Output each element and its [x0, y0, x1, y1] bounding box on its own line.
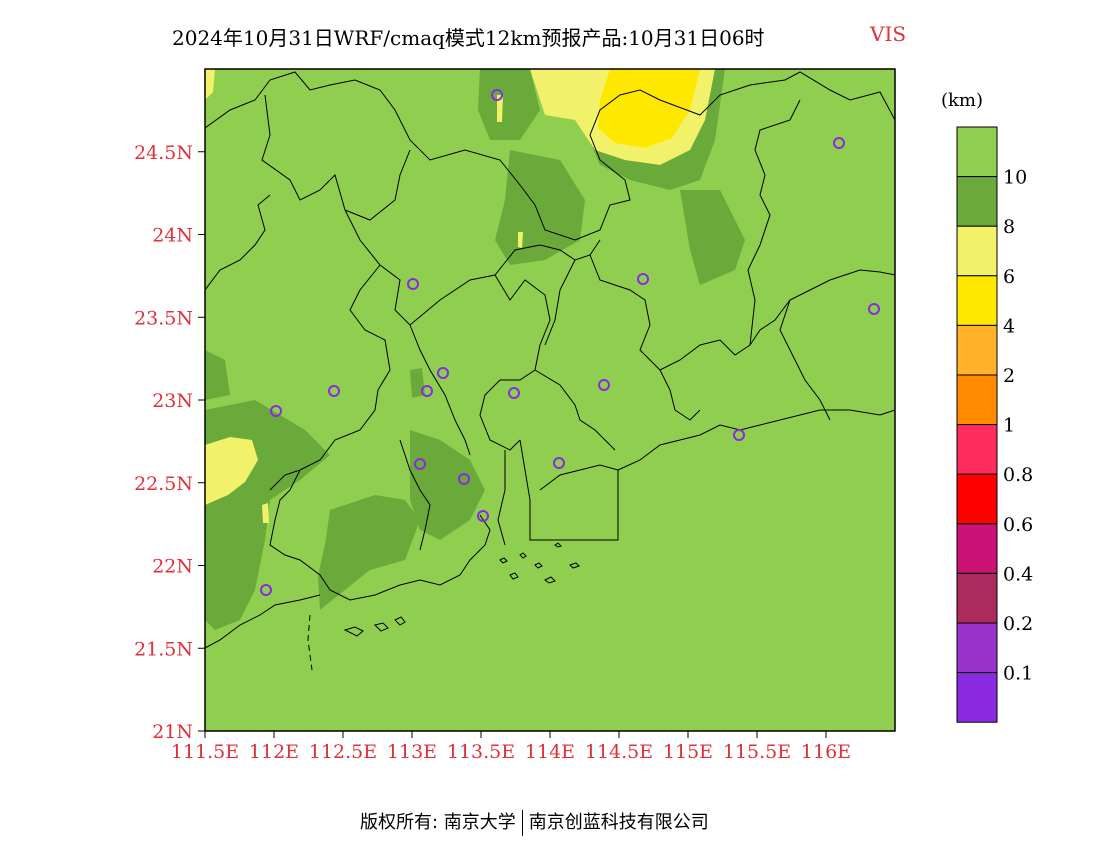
- legend-label: 10: [1003, 167, 1027, 189]
- zone-6-8-spot-b: [518, 232, 523, 248]
- lat-tick-label: 22.5N: [134, 473, 193, 495]
- station-marker: [833, 137, 845, 149]
- legend-swatch: [956, 622, 998, 674]
- legend-label: 2: [1003, 365, 1015, 387]
- station-marker: [328, 385, 340, 397]
- lon-tick-label: 112E: [249, 741, 299, 763]
- zone-6-8-west: [205, 437, 258, 505]
- longitude-axis: 111.5E 112E 112.5E 113E 113.5E 114E 114.5E 115E…: [171, 731, 851, 763]
- legend-swatch: [956, 324, 998, 376]
- station-marker: [260, 584, 272, 596]
- zone-6-8-spot-a: [497, 95, 503, 122]
- lat-tick-label: 22N: [152, 556, 193, 578]
- latitude-axis: 24.5N 24N 23.5N 23N 22.5N 22N 21.5N 21N: [134, 142, 205, 743]
- legend-label: 0.4: [1003, 563, 1033, 585]
- legend-swatch: [956, 225, 998, 277]
- copyright-footer: 版权所有: 南京大学 南京创蓝科技有限公司: [360, 808, 709, 836]
- admin-boundaries: [205, 71, 895, 671]
- station-marker: [270, 405, 282, 417]
- station-marker: [491, 89, 503, 101]
- legend-colorbar: 10 8 6 4 2 1 0.8 0.6 0.4 0.2 0.1: [956, 126, 1033, 723]
- lat-tick-label: 24N: [152, 225, 193, 247]
- station-marker: [868, 303, 880, 315]
- station-marker: [477, 510, 489, 522]
- zone-8-10-south: [318, 495, 420, 610]
- zone-8-10-northeast-east: [680, 190, 745, 285]
- station-marker: [508, 387, 520, 399]
- station-markers: [260, 89, 880, 596]
- zone-8-10-north: [478, 69, 540, 140]
- station-marker: [598, 379, 610, 391]
- footer-divider: [521, 810, 523, 836]
- lon-tick-label: 116E: [801, 741, 851, 763]
- legend-swatch: [956, 424, 998, 475]
- lon-tick-label: 115.5E: [723, 741, 791, 763]
- lat-tick-label: 21N: [152, 721, 193, 743]
- zone-6-8-spot-c: [262, 503, 269, 523]
- station-marker: [637, 273, 649, 285]
- lat-tick-label: 23.5N: [134, 307, 193, 329]
- zone-8-10-west: [205, 350, 230, 400]
- station-marker: [437, 367, 449, 379]
- visibility-field: [205, 69, 895, 731]
- lon-tick-label: 115E: [663, 741, 713, 763]
- station-marker: [733, 429, 745, 441]
- station-marker: [458, 473, 470, 485]
- legend-label: 0.2: [1003, 613, 1033, 635]
- station-marker: [553, 457, 565, 469]
- station-marker: [407, 278, 419, 290]
- lat-tick-label: 23N: [152, 390, 193, 412]
- station-marker: [414, 458, 426, 470]
- legend-label: 1: [1003, 415, 1015, 437]
- legend-swatch: [956, 126, 998, 178]
- title-variable: VIS: [870, 22, 907, 46]
- legend-label: 6: [1003, 266, 1015, 288]
- footer-left: 版权所有: 南京大学: [360, 812, 516, 833]
- legend-swatch: [956, 374, 998, 426]
- legend-swatch: [956, 275, 998, 326]
- lon-tick-label: 114.5E: [585, 741, 653, 763]
- lon-tick-label: 111.5E: [171, 741, 239, 763]
- lon-tick-label: 114E: [525, 741, 575, 763]
- legend-label: 0.1: [1003, 663, 1033, 685]
- zone-6-8-corner: [205, 69, 215, 100]
- legend-swatch: [956, 176, 998, 227]
- lon-tick-label: 112.5E: [309, 741, 377, 763]
- legend-swatch: [956, 473, 998, 525]
- lon-tick-label: 113E: [387, 741, 437, 763]
- legend-swatch: [956, 523, 998, 574]
- zone-4-6-north: [598, 69, 700, 148]
- footer-right: 南京创蓝科技有限公司: [528, 812, 709, 833]
- legend-label: 8: [1003, 216, 1015, 238]
- title-main: 2024年10月31日WRF/cmaq模式12km预报产品:10月31日06时: [172, 26, 765, 50]
- legend-swatch: [956, 672, 998, 723]
- lat-tick-label: 24.5N: [134, 142, 193, 164]
- legend-unit: (km): [941, 90, 984, 111]
- islands: [343, 542, 580, 637]
- lat-tick-label: 21.5N: [134, 638, 193, 660]
- legend-swatch: [956, 572, 998, 624]
- legend-label: 0.6: [1003, 514, 1033, 536]
- legend-label: 0.8: [1003, 464, 1033, 486]
- lon-tick-label: 113.5E: [447, 741, 515, 763]
- legend-label: 4: [1003, 315, 1015, 337]
- station-marker: [421, 385, 433, 397]
